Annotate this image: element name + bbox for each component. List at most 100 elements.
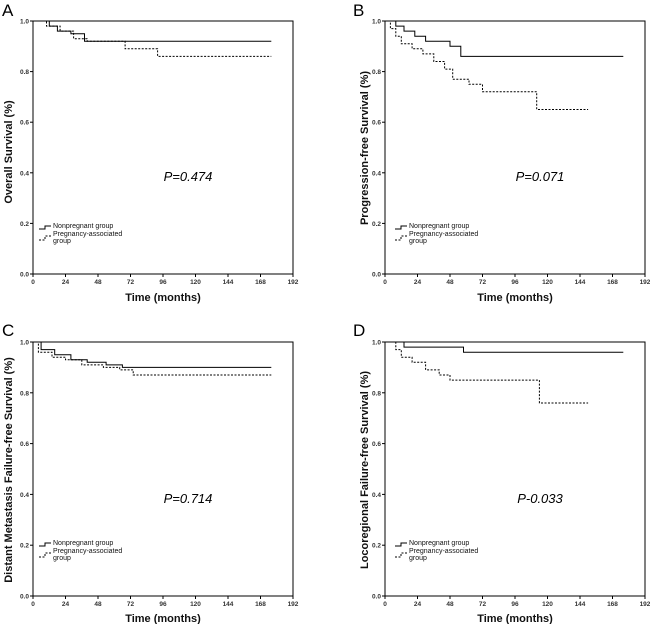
panel-a-pregnancy-associated-curve — [33, 20, 272, 57]
panel-b-y-tick-label: 0.2 — [372, 221, 381, 228]
panel-a-x-tick-label: 24 — [62, 279, 70, 286]
panel-a-y-tick-label: 0.4 — [20, 170, 29, 177]
panel-a-x-tick-label: 144 — [223, 279, 234, 286]
panel-b-nonpregnant-curve — [385, 20, 624, 57]
panel-c-x-tick-label: 120 — [190, 601, 201, 608]
panel-c-pregnancy-associated-curve — [33, 341, 272, 376]
panel-a-y-tick-label: 0.8 — [20, 69, 29, 76]
panel-d-x-axis-title: Time (months) — [477, 613, 553, 624]
panel-d-x-tick-label: 144 — [575, 601, 586, 608]
panel-c-x-axis-title: Time (months) — [125, 613, 201, 624]
panel-b-x-tick-label: 24 — [414, 279, 422, 286]
panel-c-legend: Nonpregnant group Pregnancy-associated g… — [39, 540, 122, 562]
panel-a-x-tick-label: 48 — [94, 279, 102, 286]
panel-b-x-tick-label: 96 — [511, 279, 519, 286]
panel-b-legend-nonpregnant: Nonpregnant group — [409, 223, 469, 230]
panel-c-y-axis-title: Distant Metastasis Failure-free Survival… — [3, 357, 15, 583]
panel-c-y-tick-label: 0.0 — [20, 594, 29, 601]
panel-b-x-tick-label: 48 — [446, 279, 454, 286]
panel-b-y-axis-title: Progression-free Survival (%) — [359, 71, 371, 225]
panel-d-y-tick-label: 0.8 — [372, 390, 381, 397]
panel-c-legend-nonpregnant: Nonpregnant group — [53, 540, 113, 547]
panel-d-nonpregnant-curve — [385, 341, 624, 353]
panel-b-y-tick-label: 0.0 — [372, 272, 381, 279]
panel-b-y-tick-label: 0.8 — [372, 69, 381, 76]
panel-b-y-tick-label: 0.6 — [372, 120, 381, 127]
panel-a-x-tick-label: 0 — [31, 279, 35, 286]
panel-b-legend-dashed-swatch — [395, 235, 407, 241]
panel-b-x-tick-label: 144 — [575, 279, 586, 286]
panel-c: C Distant Metastasis Failure-free Surviv… — [2, 321, 299, 624]
panel-a-x-tick-label: 120 — [190, 279, 201, 286]
panel-d-x-tick-label: 72 — [479, 601, 487, 608]
panel-c-y-tick-label: 0.8 — [20, 390, 29, 397]
panel-a-y-tick-label: 1.0 — [20, 19, 29, 26]
panel-c-x-tick-label: 24 — [62, 601, 70, 608]
panel-d-y-tick-label: 0.0 — [372, 594, 381, 601]
panel-c-x-tick-label: 0 — [31, 601, 35, 608]
panel-a-x-tick-label: 96 — [159, 279, 167, 286]
panel-c-legend-solid-swatch — [39, 542, 51, 547]
panel-c-legend-dashed-swatch — [39, 552, 51, 558]
panel-c-frame — [32, 341, 294, 597]
panel-d-x-tick-label: 120 — [542, 601, 553, 608]
panel-a-label: A — [2, 1, 14, 20]
panel-a-y-tick-label: 0.2 — [20, 221, 29, 228]
panel-c-label: C — [2, 321, 14, 340]
panel-b-p-value: P=0.071 — [516, 169, 565, 184]
panel-d-legend-group: group — [409, 555, 427, 562]
panel-a-nonpregnant-curve — [33, 20, 272, 42]
panel-c-y-tick-label: 0.6 — [20, 441, 29, 448]
panel-a-x-axis-title: Time (months) — [125, 292, 201, 304]
panel-b-legend-solid-swatch — [395, 225, 407, 230]
panel-b-x-axis-title: Time (months) — [477, 292, 553, 304]
panel-a-y-tick-label: 0.0 — [20, 272, 29, 279]
panel-b-x-tick-label: 120 — [542, 279, 553, 286]
panel-b-x-tick-label: 72 — [479, 279, 487, 286]
panel-d-legend: Nonpregnant group Pregnancy-associated g… — [395, 540, 478, 562]
panel-b-x-tick-label: 168 — [607, 279, 618, 286]
panel-d-label: D — [353, 321, 365, 340]
panel-a-legend-group: group — [53, 238, 71, 245]
panel-c-nonpregnant-curve — [33, 341, 272, 368]
panel-c-x-tick-label: 168 — [255, 601, 266, 608]
panel-d-x-tick-label: 96 — [511, 601, 519, 608]
panel-b-pregnancy-associated-curve — [385, 20, 589, 110]
panel-a-legend: Nonpregnant group Pregnancy-associated g… — [39, 223, 122, 245]
panel-b-legend-pregnancy: Pregnancy-associated — [409, 231, 478, 238]
panel-c-y-tick-label: 0.2 — [20, 543, 29, 550]
panel-d-x-tick-label: 0 — [383, 601, 387, 608]
panel-d-legend-pregnancy: Pregnancy-associated — [409, 548, 478, 555]
panel-d-y-axis-title: Locoregional Failure-free Survival (%) — [359, 371, 371, 569]
panel-d-p-value: P-0.033 — [517, 491, 563, 506]
panel-c-y-tick-label: 0.4 — [20, 492, 29, 499]
panel-d-legend-dashed-swatch — [395, 552, 407, 558]
panel-c-x-tick-label: 72 — [127, 601, 135, 608]
panel-d-legend-solid-swatch — [395, 542, 407, 547]
panel-d-legend-nonpregnant: Nonpregnant group — [409, 540, 469, 547]
panel-b-legend-group: group — [409, 238, 427, 245]
panel-d-x-tick-label: 192 — [640, 601, 650, 608]
panel-a: A Overall Survival (%) Time (months) P=0… — [2, 1, 299, 304]
panel-b-y-tick-label: 0.4 — [372, 170, 381, 177]
panel-c-legend-group: group — [53, 555, 71, 562]
panel-c-x-tick-label: 192 — [288, 601, 299, 608]
panel-a-legend-pregnancy: Pregnancy-associated — [53, 231, 122, 238]
panel-a-legend-solid-swatch — [39, 225, 51, 230]
panel-a-x-tick-label: 168 — [255, 279, 266, 286]
panel-d-y-tick-label: 1.0 — [372, 340, 381, 347]
panel-a-x-tick-label: 192 — [288, 279, 299, 286]
panel-c-p-value: P=0.714 — [164, 491, 213, 506]
panel-a-y-tick-label: 0.6 — [20, 120, 29, 127]
panel-d-x-tick-label: 168 — [607, 601, 618, 608]
panel-d: D Locoregional Failure-free Survival (%)… — [353, 321, 650, 624]
panel-c-legend-pregnancy: Pregnancy-associated — [53, 548, 122, 555]
panel-b: B Progression-free Survival (%) Time (mo… — [353, 1, 650, 304]
panel-a-legend-nonpregnant: Nonpregnant group — [53, 223, 113, 230]
panel-a-y-axis-title: Overall Survival (%) — [3, 100, 15, 204]
panel-b-label: B — [353, 1, 364, 20]
panel-d-y-tick-label: 0.2 — [372, 543, 381, 550]
panel-d-pregnancy-associated-curve — [385, 341, 589, 404]
panel-d-y-tick-label: 0.4 — [372, 492, 381, 499]
